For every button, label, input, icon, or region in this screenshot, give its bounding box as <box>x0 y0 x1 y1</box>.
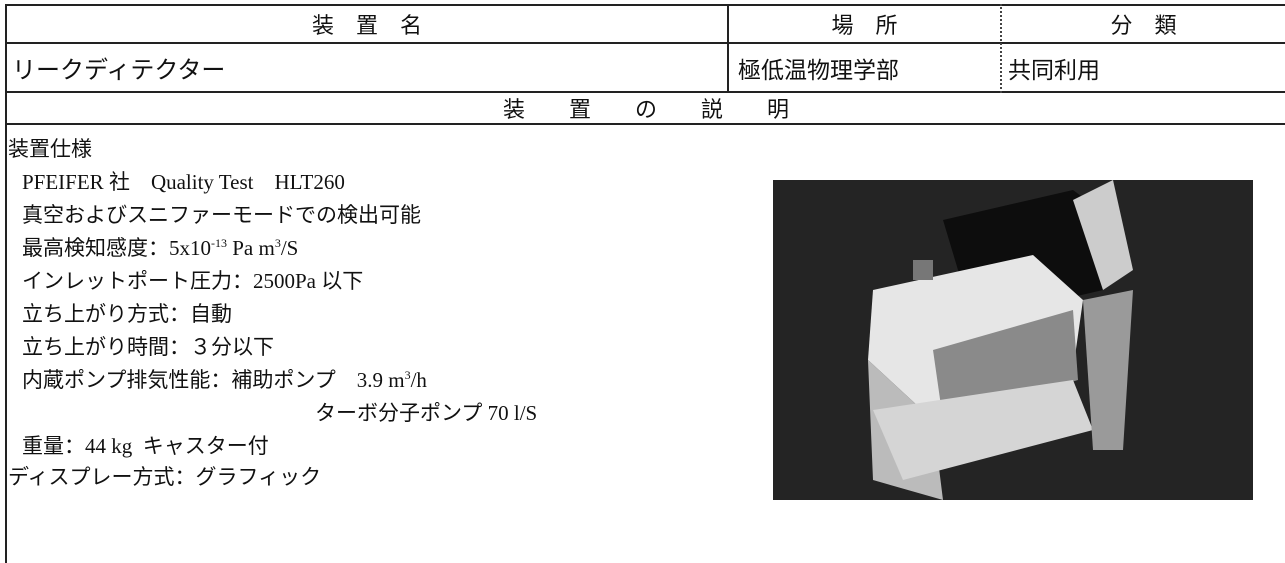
rule <box>5 91 1285 93</box>
location: 極低温物理学部 <box>738 57 899 83</box>
spec-item: PFEIFER 社 Quality Test HLT260 <box>22 166 345 196</box>
spec-item: 最高検知感度：5x10-13 Pa m3/S <box>22 232 298 262</box>
text: 真空およびスニファーモードでの検出可能 <box>22 203 421 227</box>
superscript: -13 <box>211 236 227 250</box>
header-cell: 場 所 <box>831 13 898 38</box>
spec-footer: ディスプレー方式：グラフィック <box>8 465 322 489</box>
text: インレットポート圧力：2500Pa 以下 <box>22 269 364 293</box>
text: 立ち上がり時間：３分以下 <box>22 335 274 359</box>
device-name: リークディテクター <box>12 58 226 84</box>
superscript: 3 <box>404 368 411 382</box>
superscript: 3 <box>274 236 281 250</box>
text: 重量：44 kg キャスター付 <box>22 434 269 458</box>
header-cell: 分 類 <box>1110 13 1177 38</box>
spec-item: 立ち上がり時間：３分以下 <box>22 331 274 361</box>
rule <box>1000 4 1002 93</box>
text: /S <box>280 236 299 260</box>
spec-title: 装置仕様 <box>8 137 92 161</box>
text: 内蔵ポンプ排気性能：補助ポンプ 3.9 m <box>22 368 405 392</box>
section-title: 装 置 の 説 明 <box>502 97 789 122</box>
spec-item: ターボ分子ポンプ 70 l/S <box>315 397 537 427</box>
text: 最高検知感度：5x10 <box>22 236 211 260</box>
spec-item: 内蔵ポンプ排気性能：補助ポンプ 3.9 m3/h <box>22 364 427 394</box>
text: /h <box>410 368 427 392</box>
rule <box>5 123 1285 125</box>
spec-item: インレットポート圧力：2500Pa 以下 <box>22 265 363 295</box>
text: Pa m <box>227 236 275 260</box>
spec-item: 重量：44 kg キャスター付 <box>22 430 269 460</box>
rule <box>727 4 729 93</box>
rule <box>5 4 7 563</box>
rule <box>5 4 1285 6</box>
device-photo <box>773 180 1253 500</box>
header-cell: 装 置 名 <box>311 13 422 38</box>
text: 立ち上がり方式：自動 <box>22 302 232 326</box>
rule <box>5 42 1285 44</box>
spec-item: 立ち上がり方式：自動 <box>22 298 232 328</box>
category: 共同利用 <box>1008 57 1100 83</box>
spec-item: 真空およびスニファーモードでの検出可能 <box>22 199 421 229</box>
text: PFEIFER 社 Quality Test HLT260 <box>22 170 345 194</box>
text: ターボ分子ポンプ 70 l/S <box>315 401 538 425</box>
